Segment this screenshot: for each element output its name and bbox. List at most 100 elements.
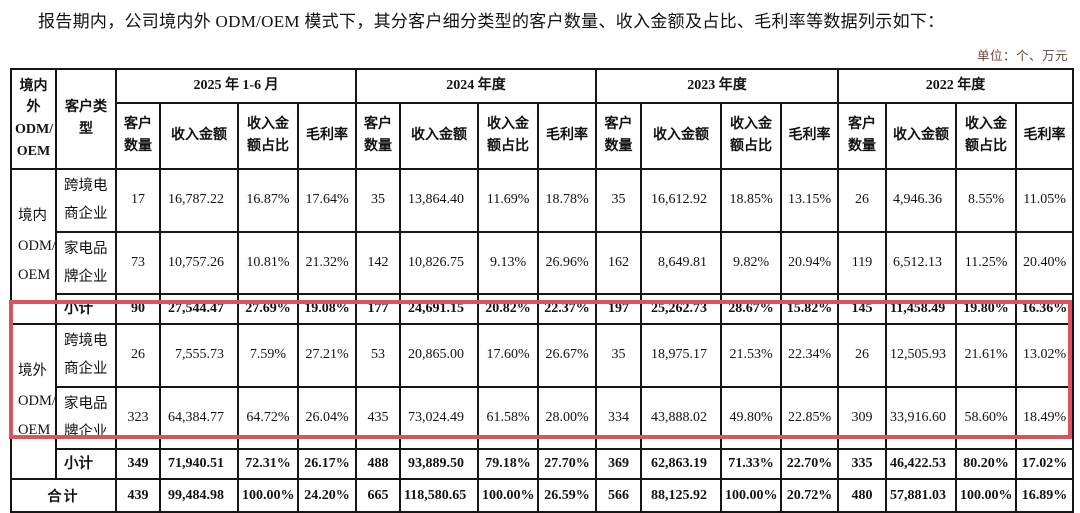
data-cell: 197 — [595, 293, 643, 326]
data-cell: 100.00% — [477, 478, 540, 513]
data-cell: 53 — [355, 323, 402, 388]
data-cell: 20.82% — [477, 293, 540, 326]
data-cell: 26 — [837, 323, 888, 388]
data-cell: 16.36% — [1015, 293, 1075, 326]
data-cell: 435 — [355, 385, 402, 451]
data-cell: 8.55% — [955, 168, 1018, 233]
data-table: 境内 外 ODM/ OEM 客户类 型 2025 年 1-6 月 2024 年度… — [10, 68, 1075, 513]
data-cell: 4,946.36 — [885, 168, 958, 233]
data-cell: 73 — [115, 230, 161, 296]
row-label: 跨境电 商企业 — [55, 168, 117, 233]
metric-header: 客户 数量 — [595, 102, 643, 170]
group-label: 境内 ODM/ OEM — [10, 167, 57, 326]
data-cell: 16,612.92 — [640, 168, 723, 233]
data-cell: 27.70% — [537, 448, 598, 481]
data-cell: 177 — [355, 293, 402, 326]
data-cell: 11.69% — [477, 168, 540, 233]
data-cell: 26.59% — [537, 478, 598, 513]
data-cell: 10,757.26 — [159, 230, 239, 296]
subtotal-row: 小计 349 71,940.51 72.31% 26.17% 488 93,889.50 79… — [11, 448, 1075, 481]
data-cell: 21.53% — [720, 323, 783, 388]
data-cell: 35 — [595, 168, 643, 233]
data-cell: 26.17% — [296, 448, 358, 481]
data-cell: 19.08% — [296, 293, 358, 326]
metric-header: 收入金额 — [159, 102, 239, 170]
data-cell: 145 — [837, 293, 888, 326]
customer-type-header: 客户类 型 — [55, 68, 117, 170]
period-header-row: 境内 外 ODM/ OEM 客户类 型 2025 年 1-6 月 2024 年度… — [10, 68, 1075, 170]
data-cell: 24.20% — [296, 478, 358, 513]
data-cell: 72.31% — [237, 448, 299, 481]
data-cell: 439 — [115, 478, 161, 513]
data-cell: 12,505.93 — [885, 323, 958, 388]
data-cell: 18,975.17 — [640, 323, 723, 388]
data-cell: 26.67% — [537, 323, 598, 388]
total-row: 合计 439 99,484.98 100.00% 24.20% 665 118,580.65… — [10, 478, 1075, 513]
data-cell: 11.25% — [955, 230, 1018, 296]
group-label: 境外 ODM/ OEM — [10, 323, 57, 481]
data-cell: 22.37% — [537, 293, 598, 326]
data-cell: 17 — [115, 168, 161, 233]
data-cell: 88,125.92 — [640, 478, 723, 513]
data-cell: 27,544.47 — [159, 293, 239, 326]
data-cell: 17.02% — [1015, 448, 1075, 481]
data-cell: 21.32% — [296, 230, 358, 296]
data-cell: 46,422.53 — [885, 448, 958, 481]
data-cell: 71,940.51 — [159, 448, 239, 481]
metric-header: 收入金额 — [885, 102, 958, 170]
data-cell: 18.49% — [1015, 385, 1075, 451]
table-row: 家电品 牌企业 323 64,384.77 64.72% 26.04% 435 73,024… — [11, 385, 1075, 451]
data-cell: 369 — [595, 448, 643, 481]
data-cell: 26 — [837, 168, 888, 233]
data-cell: 162 — [595, 230, 643, 296]
intro-text: 报告期内，公司境内外 ODM/OEM 模式下，其分客户细分类型的客户数量、收入金… — [38, 12, 945, 31]
metric-header: 毛利率 — [537, 102, 598, 170]
data-cell: 7.59% — [237, 323, 299, 388]
data-cell: 24,691.15 — [399, 293, 480, 326]
metric-header: 毛利率 — [296, 102, 358, 170]
data-cell: 27.21% — [296, 323, 358, 388]
data-cell: 26.04% — [296, 385, 358, 451]
data-cell: 15.82% — [780, 293, 840, 326]
data-cell: 309 — [837, 385, 888, 451]
data-cell: 33,916.60 — [885, 385, 958, 451]
row-label: 小计 — [55, 293, 117, 326]
period-header-2022: 2022 年度 — [837, 68, 1075, 104]
data-cell: 57,881.03 — [885, 478, 958, 513]
data-cell: 26.96% — [537, 230, 598, 296]
data-cell: 17.64% — [296, 168, 358, 233]
data-cell: 665 — [355, 478, 402, 513]
data-cell: 22.85% — [780, 385, 840, 451]
data-cell: 16.89% — [1015, 478, 1075, 513]
metric-header: 毛利率 — [780, 102, 840, 170]
data-cell: 334 — [595, 385, 643, 451]
row-label: 家电品 牌企业 — [55, 385, 117, 451]
data-cell: 13,864.40 — [399, 168, 480, 233]
total-label: 合计 — [10, 478, 117, 513]
data-cell: 16.87% — [237, 168, 299, 233]
data-cell: 20,865.00 — [399, 323, 480, 388]
data-cell: 11.05% — [1015, 168, 1075, 233]
metric-header: 收入金 额占比 — [720, 102, 783, 170]
row-label: 家电品 牌企业 — [55, 230, 117, 296]
metric-header: 收入金 额占比 — [237, 102, 299, 170]
data-cell: 323 — [115, 385, 161, 451]
data-cell: 26 — [115, 323, 161, 388]
period-header-2024: 2024 年度 — [355, 68, 598, 104]
data-cell: 49.80% — [720, 385, 783, 451]
metric-header: 客户 数量 — [355, 102, 402, 170]
data-cell: 566 — [595, 478, 643, 513]
data-cell: 20.94% — [780, 230, 840, 296]
data-cell: 20.72% — [780, 478, 840, 513]
data-cell: 8,649.81 — [640, 230, 723, 296]
data-cell: 80.20% — [955, 448, 1018, 481]
data-cell: 73,024.49 — [399, 385, 480, 451]
data-cell: 18.78% — [537, 168, 598, 233]
data-cell: 35 — [355, 168, 402, 233]
data-cell: 90 — [115, 293, 161, 326]
data-cell: 58.60% — [955, 385, 1018, 451]
metric-header: 客户 数量 — [115, 102, 161, 170]
data-cell: 100.00% — [720, 478, 783, 513]
data-cell: 62,863.19 — [640, 448, 723, 481]
data-cell: 480 — [837, 478, 888, 513]
